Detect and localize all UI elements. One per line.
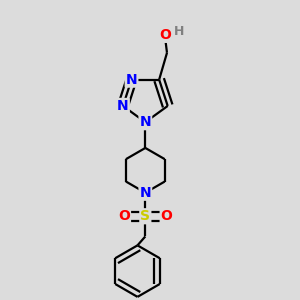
Text: N: N	[140, 115, 151, 129]
Text: O: O	[161, 209, 172, 223]
Text: O: O	[159, 28, 171, 42]
Text: N: N	[126, 73, 137, 87]
Text: S: S	[140, 209, 150, 223]
Text: O: O	[118, 209, 130, 223]
Text: H: H	[174, 25, 184, 38]
Text: N: N	[140, 186, 151, 200]
Text: N: N	[117, 99, 129, 113]
